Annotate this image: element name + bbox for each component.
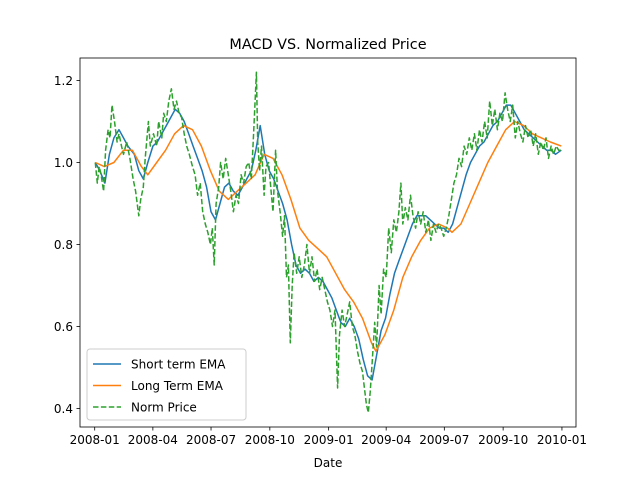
legend-label-2: Long Term EMA xyxy=(131,379,224,393)
x-tick-label: 2008-07 xyxy=(186,433,236,447)
legend-box xyxy=(86,348,247,421)
y-tick-label: 0.8 xyxy=(54,238,73,252)
axes-frame xyxy=(79,57,577,428)
series-line-1 xyxy=(94,104,562,381)
y-tick-label: 0.4 xyxy=(54,402,73,416)
y-axis-ticks: 0.4 0.6 0.8 1.0 1.2 xyxy=(54,74,80,416)
x-tick-label: 2009-01 xyxy=(304,433,354,447)
y-tick-label: 1.0 xyxy=(54,156,73,170)
x-tick-label: 2008-10 xyxy=(245,433,295,447)
y-tick-label: 1.2 xyxy=(54,74,73,88)
legend-label-1: Short term EMA xyxy=(131,357,226,371)
y-tick-label: 0.6 xyxy=(54,320,73,334)
x-tick-label: 2008-04 xyxy=(128,433,178,447)
x-tick-label: 2009-04 xyxy=(361,433,411,447)
legend-label-3: Norm Price xyxy=(131,400,197,414)
x-tick-label: 2008-01 xyxy=(70,433,120,447)
x-axis-ticks: 2008-01 2008-04 2008-07 2008-10 2009-01 2009-… xyxy=(70,427,587,447)
series-lines xyxy=(94,71,562,414)
series-line-2 xyxy=(94,120,562,352)
x-tick-label: 2009-07 xyxy=(419,433,469,447)
chart-title: MACD VS. Normalized Price xyxy=(229,37,426,53)
x-tick-label: 2010-01 xyxy=(537,433,587,447)
x-tick-label: 2009-10 xyxy=(478,433,528,447)
series-line-3 xyxy=(94,71,562,414)
x-axis-label: Date xyxy=(314,456,343,470)
legend: Short term EMA Long Term EMA Norm Price xyxy=(86,348,247,421)
